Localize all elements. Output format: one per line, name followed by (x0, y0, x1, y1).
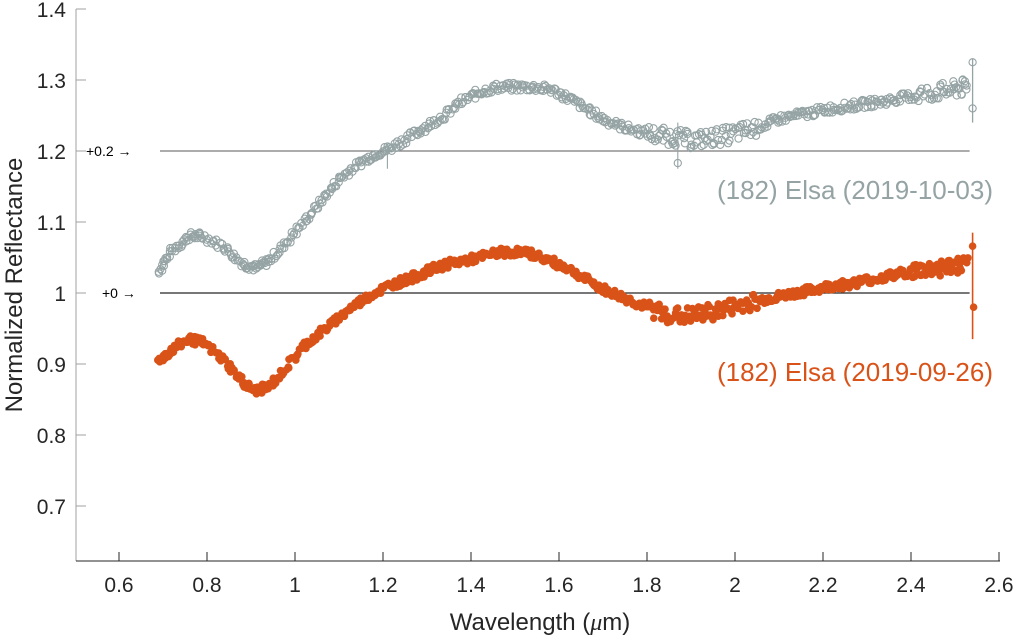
x-tick-label: 2 (729, 574, 741, 597)
y-tick-label: 1.3 (37, 70, 66, 93)
axes: 0.7 0.8 0.9 1 1.1 1.2 1.3 1.4 0.6 0.8 1 1.2 1.4 1.6 1… (37, 0, 1014, 597)
x-tick-label: 2.2 (808, 574, 837, 597)
y-tick-label: 1.2 (37, 141, 66, 164)
y-tick-label: 0.7 (37, 496, 66, 519)
x-axis-title-mu: μ (589, 610, 602, 636)
x-ticks: 0.6 0.8 1 1.2 1.4 1.6 1.8 2 2.2 2.4 2.6 (104, 552, 1014, 597)
x-tick-label: 2.6 (984, 574, 1013, 597)
y-axis-title: Normalized Reflectance (1, 158, 28, 413)
y-tick-label: 1.1 (37, 212, 66, 235)
y-ticks: 0.7 0.8 0.9 1 1.1 1.2 1.3 1.4 (37, 0, 86, 519)
series-2019-10-03 (154, 58, 977, 278)
y-tick-label: 0.8 (37, 425, 66, 448)
x-tick-label: 1 (289, 574, 301, 597)
offset-label-plus-0: +0 → (102, 285, 136, 301)
series-2019-09-26 (153, 232, 978, 398)
x-tick-label: 1.2 (368, 574, 397, 597)
x-tick-label: 1.6 (544, 574, 573, 597)
y-tick-label: 0.9 (37, 354, 66, 377)
x-axis-title-prefix: Wavelength ( (450, 609, 591, 636)
series-label-2019-10-03: (182) Elsa (2019-10-03) (717, 175, 993, 205)
x-tick-label: 2.4 (896, 574, 926, 597)
y-tick-label: 1.4 (37, 0, 67, 22)
x-tick-label: 1.8 (632, 574, 661, 597)
x-tick-label: 0.6 (104, 574, 133, 597)
series-label-2019-09-26: (182) Elsa (2019-09-26) (717, 357, 993, 387)
offset-label-plus-0.2: +0.2 → (86, 143, 132, 159)
x-tick-label: 1.4 (456, 574, 486, 597)
series-layer (153, 58, 978, 398)
x-axis-title-suffix: m) (602, 609, 630, 636)
y-tick-label: 1 (54, 283, 66, 306)
x-axis-title: Wavelength (μm) (450, 609, 631, 636)
reference-lines: +0.2 → +0 → (86, 143, 970, 301)
x-tick-label: 0.8 (192, 574, 221, 597)
